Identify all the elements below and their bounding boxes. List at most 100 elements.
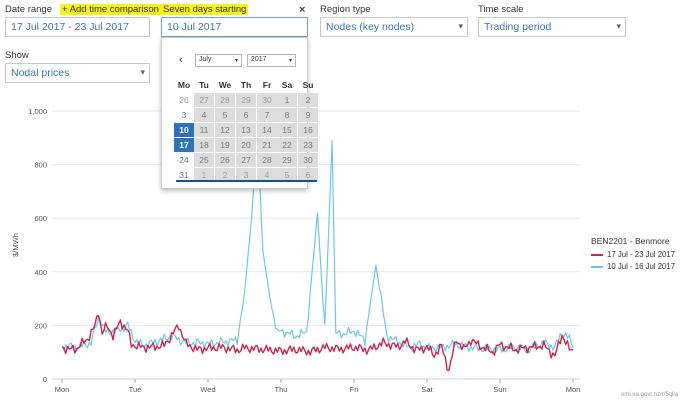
legend-item[interactable]: 17 Jul - 23 Jul 2017 <box>591 250 675 259</box>
region-type-label: Region type <box>320 4 371 15</box>
calendar-day[interactable]: 12 <box>215 123 235 137</box>
calendar-day[interactable]: 26 <box>179 95 189 105</box>
calendar-day[interactable]: 7 <box>257 108 277 122</box>
calendar-day[interactable]: 30 <box>257 93 277 107</box>
year-select[interactable]: 2017 ▾ <box>247 54 296 67</box>
calendar-day[interactable]: 19 <box>215 138 235 152</box>
y-axis: 0 200 400 600 800 1,000 $/MWh <box>11 107 47 384</box>
calendar-day[interactable]: 22 <box>277 138 297 152</box>
calendar-selection-bar <box>176 180 317 182</box>
calendar-day[interactable]: 30 <box>298 153 318 167</box>
calendar-day[interactable]: 27 <box>236 153 256 167</box>
x-axis: Mon Tue Wed Thu Fri Sat Sun Mon <box>55 379 581 394</box>
calendar-day[interactable]: 24 <box>179 155 189 165</box>
calendar-day[interactable]: 23 <box>298 138 318 152</box>
chevron-down-icon: ▾ <box>616 21 621 31</box>
calendar-day[interactable]: 2 <box>298 93 318 107</box>
weekday-header: Su <box>302 80 314 90</box>
legend-title: BEN2201 - Benmore <box>591 236 670 246</box>
calendar-day[interactable]: 8 <box>277 108 297 122</box>
chart-series <box>61 129 574 372</box>
year-value: 2017 <box>251 56 267 63</box>
legend-swatch <box>591 253 603 256</box>
chevron-down-icon: ▾ <box>458 21 463 31</box>
y-tick-label: 1,000 <box>28 107 47 116</box>
show-value: Nodal prices <box>11 67 70 79</box>
calendar-day[interactable]: 4 <box>194 108 214 122</box>
calendar-day[interactable]: 5 <box>277 168 297 182</box>
calendar-day[interactable]: 15 <box>277 123 297 137</box>
calendar-day[interactable]: 10 <box>174 123 194 137</box>
weekday-header: Th <box>240 80 252 90</box>
weekday-header: Tu <box>199 80 209 90</box>
x-tick-label: Fri <box>350 385 359 394</box>
x-tick-label: Sun <box>493 385 506 394</box>
calendar-day[interactable]: 29 <box>236 93 256 107</box>
x-tick-label: Wed <box>200 385 215 394</box>
y-tick-label: 600 <box>34 214 47 223</box>
calendar-day[interactable]: 5 <box>215 108 235 122</box>
calendar-day[interactable]: 17 <box>174 138 194 152</box>
y-tick-label: 200 <box>34 321 47 330</box>
calendar-day[interactable]: 21 <box>257 138 277 152</box>
x-tick-label: Sat <box>421 385 433 394</box>
calendar-day[interactable]: 27 <box>194 93 214 107</box>
legend-item[interactable]: 10 Jul - 16 Jul 2017 <box>591 262 675 271</box>
calendar-day[interactable]: 25 <box>194 153 214 167</box>
legend-label: 10 Jul - 16 Jul 2017 <box>607 262 676 271</box>
show-select[interactable]: Nodal prices ▾ <box>5 63 150 83</box>
x-tick-label: Tue <box>129 385 142 394</box>
calendar-day[interactable]: 18 <box>194 138 214 152</box>
weekday-header: We <box>218 80 232 90</box>
weekday-header: Mo <box>177 80 191 90</box>
calendar-day[interactable]: 9 <box>298 108 318 122</box>
comparison-label: Seven days starting <box>161 4 249 15</box>
calendar-day[interactable]: 28 <box>257 153 277 167</box>
calendar-day[interactable]: 26 <box>215 153 235 167</box>
calendar-day[interactable]: 1 <box>194 168 214 182</box>
legend-swatch <box>591 265 603 268</box>
calendar-day[interactable]: 31 <box>179 170 189 180</box>
datepicker-popup: ‹ July ▾ 2017 ▾ Mo Tu We Th Fr Sa Su 26 27 28 29 30… <box>161 37 318 189</box>
calendar-day[interactable]: 6 <box>298 168 318 182</box>
calendar-day[interactable]: 28 <box>215 93 235 107</box>
calendar-day[interactable]: 3 <box>181 110 187 120</box>
month-select[interactable]: July ▾ <box>195 54 242 67</box>
weekday-header: Sa <box>281 80 293 90</box>
chevron-down-icon: ▾ <box>288 58 292 64</box>
comparison-date-input[interactable]: 10 Jul 2017 <box>161 17 308 37</box>
region-type-value: Nodes (key nodes) <box>326 21 415 33</box>
calendar-day[interactable]: 16 <box>298 123 318 137</box>
calendar-day[interactable]: 13 <box>236 123 256 137</box>
series-line <box>61 314 574 372</box>
legend-label: 17 Jul - 23 Jul 2017 <box>607 250 676 259</box>
calendar-day[interactable]: 6 <box>236 108 256 122</box>
y-tick-label: 400 <box>34 268 47 277</box>
date-range-label: Date range <box>5 4 53 15</box>
calendar-day[interactable]: 4 <box>257 168 277 182</box>
calendar-day[interactable]: 2 <box>215 168 235 182</box>
show-label: Show <box>5 50 29 61</box>
time-scale-value: Trading period <box>484 21 552 33</box>
weekday-header: Fr <box>262 80 272 90</box>
time-scale-select[interactable]: Trading period ▾ <box>478 17 626 37</box>
region-type-select[interactable]: Nodes (key nodes) ▾ <box>320 17 468 37</box>
x-tick-label: Mon <box>566 385 581 394</box>
prev-month-icon[interactable]: ‹ <box>179 54 183 66</box>
chevron-down-icon: ▾ <box>140 67 145 77</box>
calendar-day[interactable]: 3 <box>236 168 256 182</box>
close-icon[interactable]: × <box>299 4 306 16</box>
add-time-comparison-link[interactable]: + Add time comparison <box>60 4 161 15</box>
calendar-day[interactable]: 11 <box>194 123 214 137</box>
date-range-input[interactable]: 17 Jul 2017 - 23 Jul 2017 <box>5 17 150 37</box>
time-scale-label: Time scale <box>478 4 524 15</box>
y-tick-label: 0 <box>43 375 47 384</box>
month-value: July <box>199 56 212 63</box>
footer-url: emi.ea.govt.nz/r/5qlla <box>621 392 679 398</box>
calendar-day[interactable]: 29 <box>277 153 297 167</box>
y-tick-label: 800 <box>34 161 47 170</box>
calendar-day[interactable]: 14 <box>257 123 277 137</box>
calendar-day[interactable]: 1 <box>277 93 297 107</box>
calendar-day[interactable]: 20 <box>236 138 256 152</box>
